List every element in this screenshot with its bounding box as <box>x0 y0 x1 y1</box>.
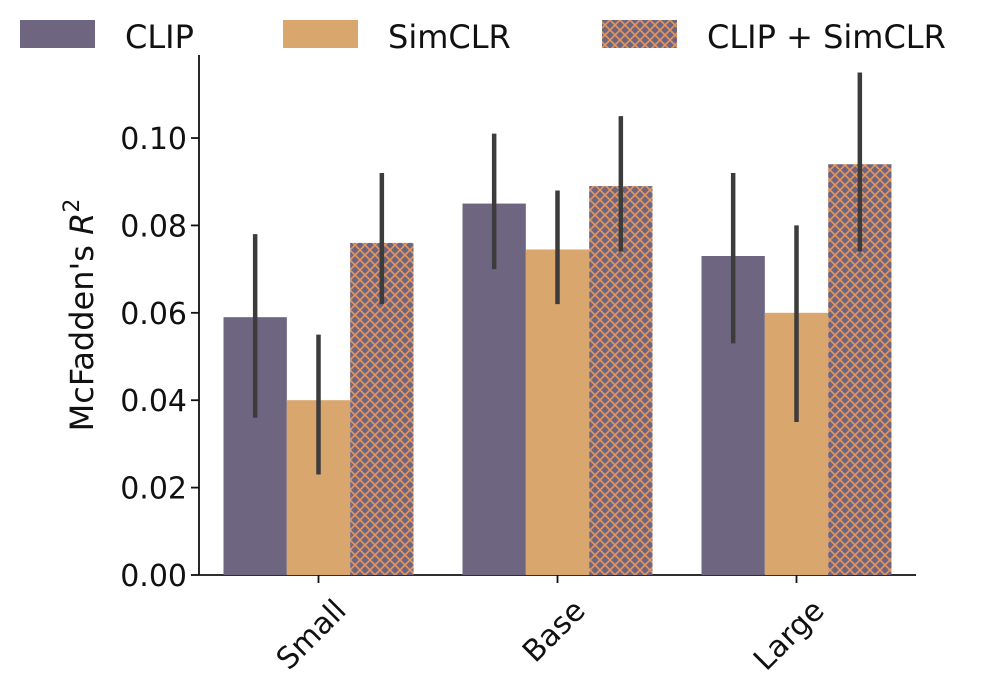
y-tick-label: 0.04 <box>120 384 187 419</box>
legend: CLIP SimCLR CLIP + SimCLR <box>20 18 946 56</box>
x-tick-label-base: Base <box>516 593 592 669</box>
legend-label-clip-simclr: CLIP + SimCLR <box>707 18 946 56</box>
y-ticks: 0.00 0.02 0.04 0.06 0.08 0.10 <box>120 122 199 594</box>
x-tick-label-small: Small <box>270 593 354 677</box>
legend-swatch-simclr <box>283 20 358 48</box>
y-tick-label: 0.06 <box>120 297 187 332</box>
error-bars <box>252 72 863 475</box>
x-tick-label-large: Large <box>747 593 831 677</box>
x-ticks: Small Base Large <box>270 575 831 678</box>
y-axis-title: McFadden's R2 <box>60 199 101 432</box>
legend-label-simclr: SimCLR <box>388 18 511 56</box>
legend-swatch-clip <box>20 20 95 48</box>
legend-swatch-clip-simclr <box>602 20 677 48</box>
y-tick-label: 0.08 <box>120 209 187 244</box>
y-tick-label: 0.02 <box>120 472 187 507</box>
y-tick-label: 0.10 <box>120 122 187 157</box>
bars <box>223 164 892 576</box>
y-tick-label: 0.00 <box>120 559 187 594</box>
legend-label-clip: CLIP <box>125 18 194 56</box>
